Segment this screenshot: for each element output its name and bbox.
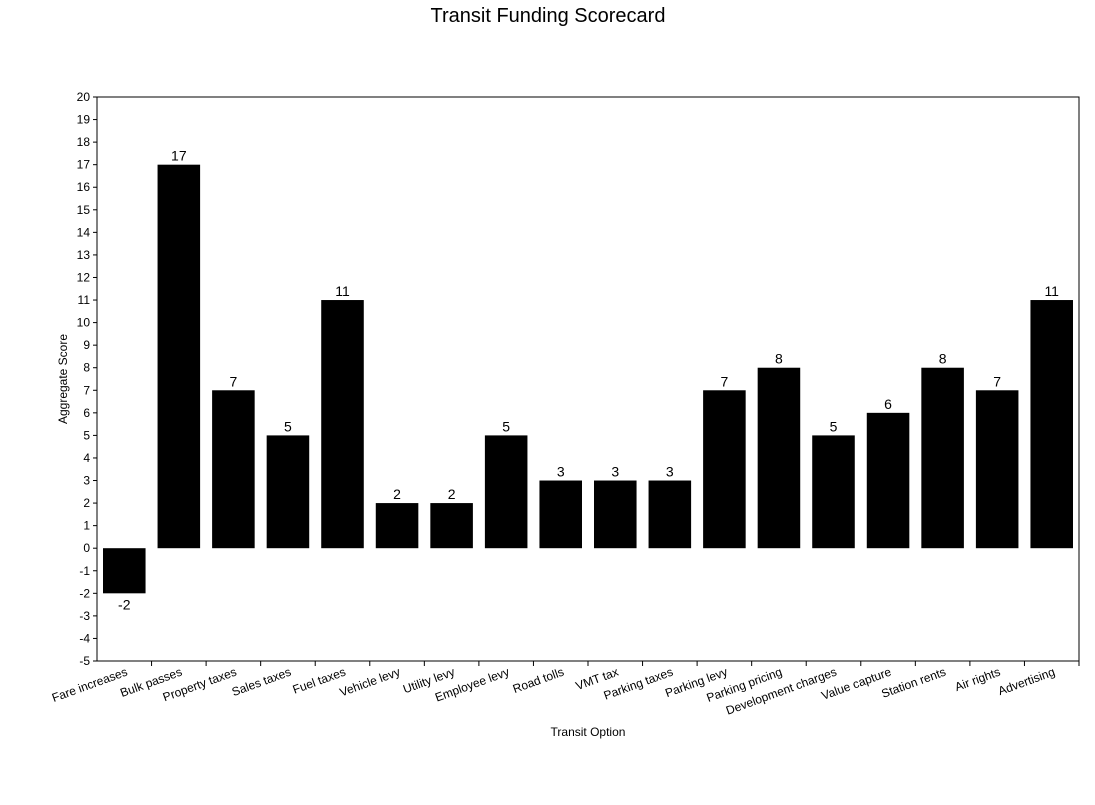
bar [866, 412, 910, 549]
data-label: 11 [335, 283, 350, 299]
y-tick-label: 18 [77, 135, 91, 149]
data-label: 3 [611, 464, 619, 480]
y-tick-label: 5 [83, 428, 90, 442]
y-tick-label: 12 [77, 270, 91, 284]
data-label: -2 [118, 596, 131, 612]
y-tick-label: 2 [83, 496, 90, 510]
data-label: 7 [229, 373, 237, 389]
y-tick-label: 3 [83, 474, 90, 488]
y-tick-label: 8 [83, 361, 90, 375]
data-label: 7 [993, 373, 1001, 389]
y-axis-label: Aggregate Score [56, 334, 70, 424]
bar [539, 480, 582, 549]
data-label: 6 [884, 396, 892, 412]
bar [321, 300, 364, 549]
data-label: 5 [502, 418, 510, 434]
y-tick-label: -2 [79, 586, 90, 600]
y-tick-label: 9 [83, 338, 90, 352]
data-label: 2 [448, 486, 456, 502]
bars-group: -2 17 7 5 11 2 2 5 3 3 3 7 8 5 6 8 7 11 [103, 148, 1073, 612]
y-tick-label: 14 [77, 225, 91, 239]
data-label: 5 [830, 418, 838, 434]
y-axis: -5-4-3-2-1012345678910111213141516171819… [77, 90, 97, 668]
data-label: 2 [393, 486, 401, 502]
y-tick-label: 13 [77, 248, 91, 262]
data-label: 11 [1044, 283, 1059, 299]
y-tick-label: -3 [79, 609, 90, 623]
y-tick-label: 16 [77, 180, 91, 194]
bar [975, 390, 1019, 549]
y-tick-label: 6 [83, 406, 90, 420]
bar [375, 503, 419, 549]
data-label: 8 [775, 351, 783, 367]
bar [757, 367, 801, 549]
y-tick-label: -4 [79, 631, 90, 645]
data-label: 7 [720, 373, 728, 389]
bar [812, 435, 855, 549]
y-tick-label: 1 [83, 519, 90, 533]
y-tick-label: 4 [83, 451, 90, 465]
x-tick-label: Advertising [996, 665, 1057, 698]
y-tick-label: 0 [83, 541, 90, 555]
y-tick-label: 7 [83, 383, 90, 397]
data-label: 3 [557, 464, 565, 480]
bar [266, 435, 310, 549]
y-tick-label: 20 [77, 90, 91, 104]
x-tick-label: Vehicle levy [338, 665, 402, 700]
x-tick-label: Fare increases [50, 665, 129, 705]
bar [157, 164, 201, 549]
x-tick-label: Road tolls [511, 665, 566, 696]
bar [484, 435, 528, 549]
x-tick-label: Air rights [953, 665, 1002, 694]
bar [430, 503, 473, 549]
chart-title: Transit Funding Scorecard [431, 5, 666, 27]
data-label: 3 [666, 464, 674, 480]
bar [594, 480, 637, 549]
bar [1030, 300, 1073, 549]
bar [703, 390, 746, 549]
y-tick-label: -5 [79, 654, 90, 668]
x-tick-label: Sales taxes [230, 665, 293, 699]
y-tick-label: 10 [77, 316, 91, 330]
data-label: 17 [171, 148, 187, 164]
bar [648, 480, 692, 549]
y-tick-label: 17 [77, 158, 91, 172]
data-label: 8 [939, 351, 947, 367]
bar [212, 390, 255, 549]
data-label: 5 [284, 418, 292, 434]
bar [921, 367, 964, 549]
x-axis-label: Transit Option [551, 725, 626, 739]
y-tick-label: 11 [78, 293, 91, 307]
bar [103, 548, 146, 594]
y-tick-label: 15 [77, 203, 91, 217]
y-tick-label: -1 [79, 564, 90, 578]
y-tick-label: 19 [77, 113, 91, 127]
